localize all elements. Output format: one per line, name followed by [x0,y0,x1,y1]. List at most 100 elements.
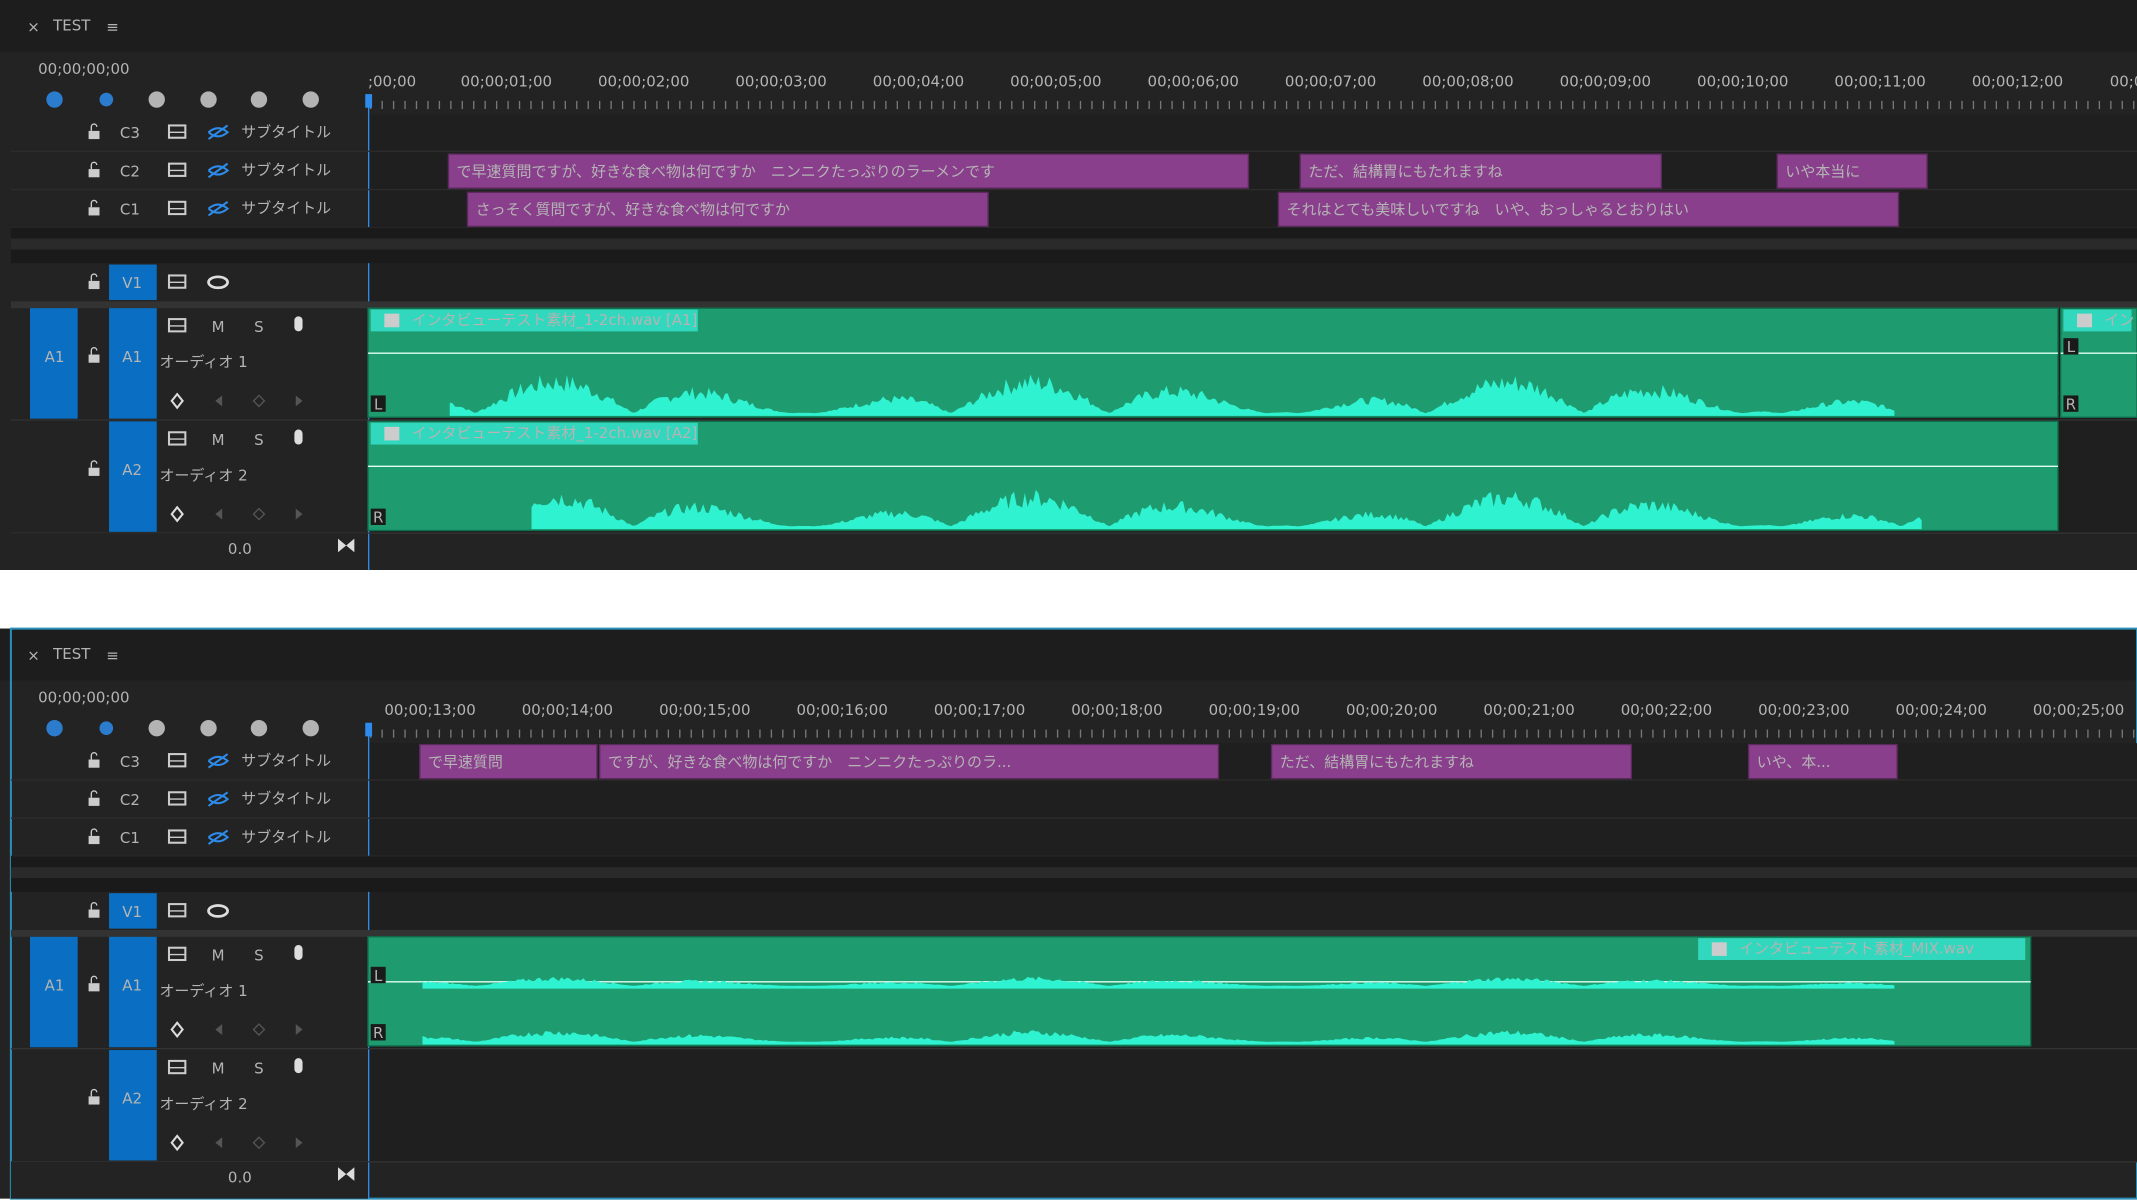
toolbar-icon[interactable] [46,91,63,108]
visibility-off-icon[interactable] [207,162,230,179]
toggle-output-icon[interactable] [167,1059,187,1075]
keyframe-next[interactable] [295,395,303,407]
lock-icon[interactable] [88,130,100,140]
voiceover-icon[interactable] [294,316,303,332]
voiceover-icon[interactable] [294,429,303,445]
lock-shackle [90,123,98,131]
timecode[interactable]: 00;00;00;00 [38,689,129,707]
timecode[interactable]: 00;00;00;00 [38,60,129,78]
toolbar-icon[interactable] [99,92,114,107]
caption-clip[interactable] [1747,743,1898,780]
lock-icon[interactable] [88,983,100,992]
ruler-label: 00;00;05;00 [1010,72,1101,90]
track-name[interactable]: C2 [120,791,140,809]
toolbar-icon[interactable] [302,91,319,108]
lock-icon[interactable] [88,909,100,918]
keyframe-icon[interactable] [170,505,184,523]
caption-clip[interactable] [598,743,1220,780]
toolbar-icon[interactable] [99,721,114,735]
caption-clip[interactable] [447,153,1250,189]
caption-clip[interactable] [1270,743,1633,780]
close-button[interactable]: × [27,18,40,36]
visibility-off-icon[interactable] [207,829,230,845]
caption-clip[interactable] [466,191,989,228]
toggle-output-icon[interactable] [167,162,187,177]
toolbar-icon[interactable] [200,91,217,108]
keyframe-add[interactable] [252,394,266,408]
toolbar-icon[interactable] [250,720,268,737]
keyframe-icon[interactable] [170,392,184,410]
lock-icon[interactable] [88,467,100,476]
mute-button[interactable]: M [212,946,225,964]
lock-icon[interactable] [88,280,100,290]
solo-button[interactable]: S [254,1060,264,1078]
track-target[interactable] [109,893,157,929]
track-target[interactable] [109,264,157,300]
caption-clip[interactable] [1776,153,1928,189]
solo-button[interactable]: S [254,946,264,964]
lock-icon[interactable] [88,759,100,768]
mute-button[interactable]: M [212,318,225,336]
keyframe-add[interactable] [252,1023,266,1036]
ruler-label: 00;00;11;00 [1834,72,1925,90]
keyframe-prev[interactable] [215,508,223,520]
lock-icon[interactable] [88,835,100,845]
toolbar-icon[interactable] [148,91,165,108]
visibility-off-icon[interactable] [207,124,230,140]
source-patch[interactable] [29,308,78,419]
track-name[interactable]: C1 [120,200,140,218]
toolbar-icon[interactable] [200,720,217,737]
voiceover-icon[interactable] [294,945,303,960]
solo-button[interactable]: S [254,318,264,336]
caption-clip[interactable] [1299,153,1663,189]
track-target[interactable] [109,421,157,532]
keyframe-icon[interactable] [170,1021,184,1039]
keyframe-add[interactable] [252,1136,266,1150]
visibility-icon[interactable] [207,275,229,290]
caption-clip[interactable] [1277,191,1900,228]
visibility-off-icon[interactable] [207,753,230,769]
keyframe-prev[interactable] [215,395,223,407]
track-name[interactable]: C3 [120,753,140,771]
visibility-off-icon[interactable] [207,200,230,217]
source-patch[interactable] [29,936,78,1048]
toolbar-icon[interactable] [148,720,165,737]
lock-icon[interactable] [88,207,100,216]
lock-icon[interactable] [88,354,100,363]
sequence-tab[interactable]: TEST [52,16,91,34]
lock-icon[interactable] [88,169,100,178]
keyframe-prev[interactable] [215,1024,223,1035]
keyframe-next[interactable] [295,1137,303,1149]
keyframe-prev[interactable] [215,1137,223,1149]
panel-menu[interactable]: ≡ [106,18,119,36]
track-name[interactable]: C3 [120,124,140,142]
keyframe-next[interactable] [295,508,303,520]
lock-icon[interactable] [88,1096,100,1105]
toolbar-icon[interactable] [250,91,268,108]
visibility-off-icon[interactable] [207,791,230,807]
toolbar-icon[interactable] [46,720,63,737]
close-button[interactable]: × [27,646,40,664]
master-volume[interactable]: 0.0 [228,540,252,558]
master-volume[interactable]: 0.0 [228,1169,252,1187]
track-target[interactable] [109,936,157,1048]
keyframe-next[interactable] [295,1024,303,1035]
toolbar-icon[interactable] [302,720,319,737]
caption-text: いや、本... [1757,753,1831,771]
channel-label: L [374,967,383,985]
mute-button[interactable]: M [212,431,225,449]
panel-menu[interactable]: ≡ [106,646,119,664]
voiceover-icon[interactable] [294,1058,303,1074]
mute-button[interactable]: M [212,1060,225,1078]
track-name[interactable]: C2 [120,162,140,180]
solo-button[interactable]: S [254,431,264,449]
visibility-icon[interactable] [207,904,229,918]
keyframe-add[interactable] [252,507,266,521]
track-target[interactable] [109,1050,157,1161]
track-target[interactable] [109,308,157,419]
lock-icon[interactable] [88,797,100,806]
track-name[interactable]: C1 [120,829,140,847]
sequence-tab[interactable]: TEST [52,645,91,663]
caption-clip[interactable] [419,743,598,780]
keyframe-icon[interactable] [170,1134,184,1152]
